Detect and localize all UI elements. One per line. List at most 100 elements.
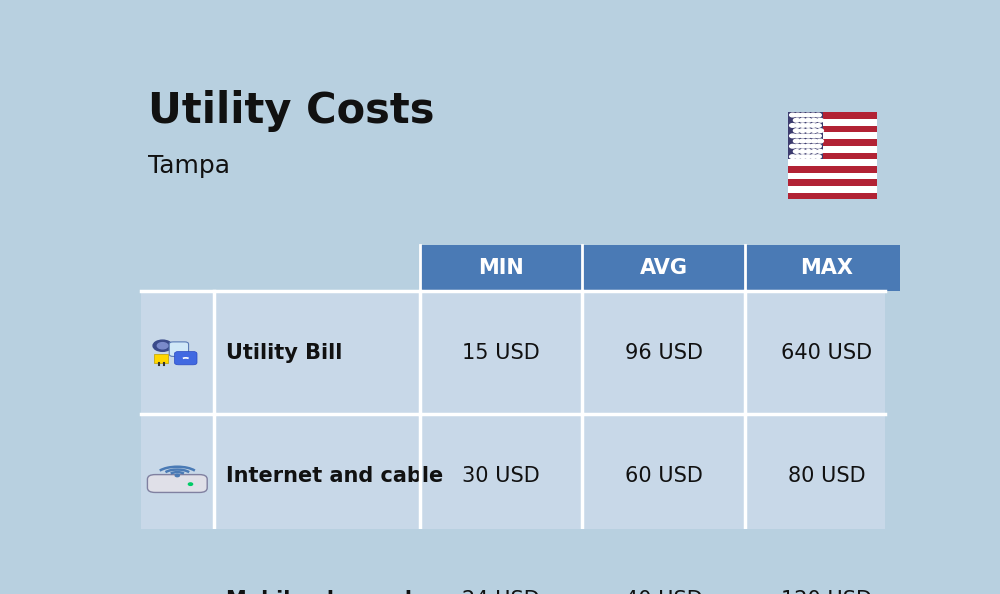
FancyBboxPatch shape: [162, 590, 175, 594]
Circle shape: [157, 343, 168, 349]
FancyBboxPatch shape: [140, 245, 214, 291]
FancyBboxPatch shape: [167, 591, 188, 594]
FancyBboxPatch shape: [788, 132, 877, 139]
Circle shape: [817, 139, 823, 143]
Circle shape: [800, 144, 806, 148]
Circle shape: [153, 340, 172, 351]
FancyBboxPatch shape: [140, 538, 885, 594]
Circle shape: [799, 118, 806, 122]
Circle shape: [800, 134, 806, 138]
Circle shape: [817, 150, 823, 153]
FancyBboxPatch shape: [788, 192, 877, 200]
Circle shape: [810, 144, 816, 148]
FancyBboxPatch shape: [788, 166, 877, 173]
Circle shape: [793, 139, 800, 143]
Text: Tampa: Tampa: [148, 154, 230, 178]
Circle shape: [815, 124, 821, 127]
FancyBboxPatch shape: [788, 159, 877, 166]
Circle shape: [810, 124, 816, 127]
FancyBboxPatch shape: [788, 186, 877, 192]
Text: MAX: MAX: [800, 258, 853, 278]
Circle shape: [793, 129, 800, 132]
Circle shape: [795, 144, 801, 148]
Text: 30 USD: 30 USD: [462, 466, 540, 486]
Text: 120 USD: 120 USD: [781, 590, 872, 594]
Circle shape: [795, 155, 801, 159]
Circle shape: [805, 139, 812, 143]
FancyBboxPatch shape: [788, 112, 877, 200]
Text: 80 USD: 80 USD: [788, 466, 865, 486]
Circle shape: [793, 118, 800, 122]
FancyBboxPatch shape: [788, 126, 877, 132]
Circle shape: [811, 129, 817, 132]
FancyBboxPatch shape: [214, 245, 420, 291]
Circle shape: [811, 150, 817, 153]
Circle shape: [800, 113, 806, 117]
Text: Mobile phone charges: Mobile phone charges: [226, 590, 486, 594]
Circle shape: [810, 113, 816, 117]
Circle shape: [810, 134, 816, 138]
Circle shape: [810, 155, 816, 159]
FancyBboxPatch shape: [788, 173, 877, 179]
Circle shape: [800, 155, 806, 159]
Circle shape: [795, 113, 801, 117]
Circle shape: [815, 144, 821, 148]
Text: MIN: MIN: [478, 258, 524, 278]
Circle shape: [817, 129, 823, 132]
Circle shape: [805, 144, 811, 148]
Circle shape: [175, 474, 179, 476]
Circle shape: [799, 139, 806, 143]
Circle shape: [805, 129, 812, 132]
Circle shape: [817, 118, 823, 122]
Text: 96 USD: 96 USD: [625, 343, 703, 362]
FancyBboxPatch shape: [788, 153, 877, 159]
Circle shape: [795, 134, 801, 138]
Text: 60 USD: 60 USD: [625, 466, 703, 486]
FancyBboxPatch shape: [174, 352, 197, 365]
Text: Utility Costs: Utility Costs: [148, 90, 435, 132]
Circle shape: [800, 124, 806, 127]
FancyBboxPatch shape: [169, 590, 182, 594]
Text: Utility Bill: Utility Bill: [226, 343, 342, 362]
Circle shape: [805, 118, 812, 122]
FancyBboxPatch shape: [169, 342, 189, 356]
Circle shape: [815, 134, 821, 138]
Circle shape: [793, 150, 800, 153]
FancyBboxPatch shape: [147, 475, 207, 492]
FancyBboxPatch shape: [140, 415, 885, 538]
Text: 24 USD: 24 USD: [462, 590, 540, 594]
Circle shape: [805, 124, 811, 127]
FancyBboxPatch shape: [149, 580, 206, 594]
Circle shape: [799, 150, 806, 153]
Circle shape: [805, 113, 811, 117]
FancyBboxPatch shape: [788, 146, 877, 153]
FancyBboxPatch shape: [788, 112, 877, 119]
Circle shape: [790, 144, 796, 148]
Text: Internet and cable: Internet and cable: [226, 466, 443, 486]
Circle shape: [188, 483, 193, 485]
Text: 40 USD: 40 USD: [625, 590, 702, 594]
Circle shape: [805, 150, 812, 153]
Circle shape: [790, 155, 796, 159]
Circle shape: [790, 134, 796, 138]
Circle shape: [790, 113, 796, 117]
FancyBboxPatch shape: [788, 119, 877, 126]
FancyBboxPatch shape: [582, 245, 745, 291]
Circle shape: [805, 155, 811, 159]
Text: AVG: AVG: [640, 258, 688, 278]
FancyBboxPatch shape: [176, 590, 189, 594]
FancyBboxPatch shape: [154, 354, 168, 362]
FancyBboxPatch shape: [420, 245, 582, 291]
FancyBboxPatch shape: [140, 291, 885, 415]
FancyBboxPatch shape: [788, 139, 877, 146]
Circle shape: [811, 139, 817, 143]
Circle shape: [799, 129, 806, 132]
Circle shape: [815, 155, 821, 159]
FancyBboxPatch shape: [788, 179, 877, 186]
Circle shape: [811, 118, 817, 122]
FancyBboxPatch shape: [745, 245, 908, 291]
Text: 15 USD: 15 USD: [462, 343, 540, 362]
FancyBboxPatch shape: [788, 112, 823, 159]
Circle shape: [815, 113, 821, 117]
Circle shape: [805, 134, 811, 138]
